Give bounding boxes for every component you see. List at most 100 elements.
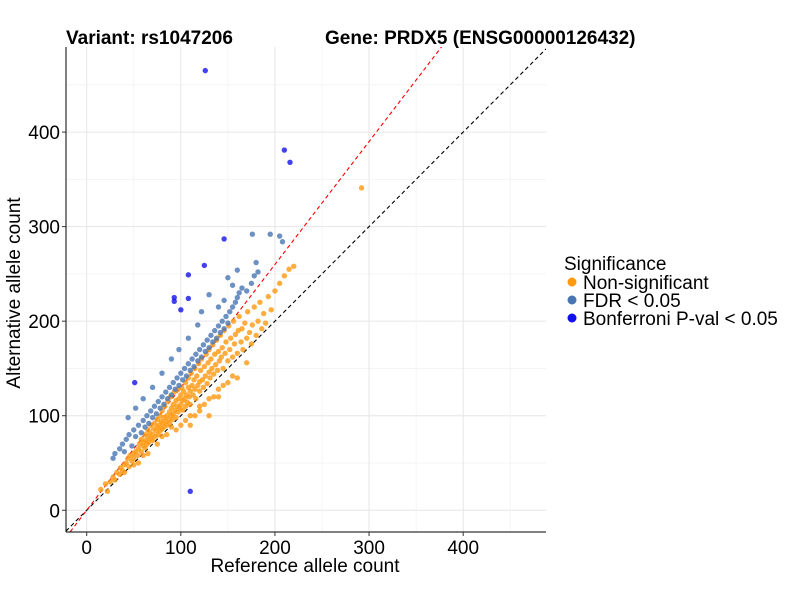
data-point-series-1 — [132, 405, 139, 411]
data-point-series-0 — [187, 401, 193, 408]
data-point-series-0 — [159, 433, 165, 440]
data-point-series-0 — [197, 367, 204, 374]
data-point-series-0 — [123, 460, 129, 466]
data-point-series-1 — [219, 318, 225, 324]
data-point-series-0 — [229, 354, 236, 360]
data-point-series-0 — [246, 329, 253, 336]
data-point-series-1 — [198, 354, 205, 360]
data-point-series-0 — [112, 477, 118, 483]
data-point-series-1 — [200, 342, 207, 348]
data-point-series-0 — [193, 395, 199, 402]
y-tick-label: 200 — [28, 312, 60, 333]
data-point-series-1 — [208, 332, 214, 339]
data-point-series-2 — [171, 294, 177, 301]
data-point-series-1 — [210, 339, 216, 345]
data-point-series-1 — [248, 280, 255, 287]
data-point-series-1 — [191, 363, 197, 370]
data-point-series-0 — [104, 488, 111, 495]
data-point-series-0 — [131, 455, 137, 461]
y-tick-label: 400 — [28, 123, 60, 144]
legend-title: Significance — [564, 254, 666, 275]
data-point-series-0 — [272, 288, 278, 294]
data-point-series-0 — [220, 365, 226, 372]
data-point-series-1 — [146, 420, 152, 426]
data-point-series-1 — [161, 401, 167, 408]
data-point-series-0 — [231, 341, 238, 347]
data-point-series-0 — [178, 392, 184, 398]
data-point-series-0 — [257, 299, 263, 305]
data-point-series-0 — [242, 320, 248, 326]
data-point-series-1 — [193, 351, 199, 357]
data-point-series-1 — [149, 384, 156, 391]
data-point-series-0 — [180, 388, 187, 394]
data-point-series-1 — [142, 424, 148, 430]
data-point-series-0 — [214, 367, 221, 374]
data-point-series-1 — [227, 309, 233, 315]
data-point-series-1 — [126, 431, 132, 438]
legend-label-fdr: FDR < 0.05 — [583, 291, 681, 312]
data-point-series-1 — [164, 395, 171, 402]
data-point-series-1 — [213, 335, 220, 341]
data-point-series-1 — [215, 304, 222, 310]
data-point-series-1 — [135, 422, 142, 428]
data-point-series-1 — [176, 382, 182, 389]
chart-title-gene: Gene: PRDX5 (ENSG00000126432) — [325, 28, 636, 49]
data-point-series-1 — [249, 231, 256, 237]
data-point-series-1 — [198, 309, 205, 315]
data-point-series-0 — [207, 375, 213, 381]
data-point-series-0 — [265, 293, 272, 300]
data-point-series-1 — [176, 346, 182, 353]
data-point-series-0 — [240, 346, 246, 353]
data-point-series-2 — [287, 159, 293, 166]
data-point-series-0 — [182, 417, 189, 424]
data-point-series-1 — [183, 373, 190, 379]
data-point-series-1 — [229, 282, 236, 288]
data-point-series-2 — [187, 488, 193, 495]
data-point-series-0 — [220, 382, 226, 389]
data-point-series-1 — [144, 413, 150, 419]
data-point-series-0 — [192, 386, 198, 392]
data-point-series-0 — [140, 452, 146, 459]
legend-swatch-non-significant — [567, 277, 577, 287]
data-point-series-1 — [159, 370, 165, 376]
data-point-series-1 — [131, 427, 137, 433]
data-point-series-0 — [189, 382, 195, 389]
data-point-series-0 — [239, 326, 245, 332]
chart-title-variant: Variant: rs1047206 — [66, 28, 233, 49]
data-point-series-0 — [281, 273, 288, 279]
data-point-series-0 — [201, 401, 208, 408]
data-point-series-1 — [123, 436, 129, 443]
data-point-series-0 — [268, 307, 274, 313]
data-point-series-1 — [232, 299, 239, 305]
data-point-series-0 — [209, 365, 215, 372]
data-point-series-0 — [149, 437, 156, 443]
data-point-series-1 — [187, 367, 193, 374]
data-point-series-1 — [140, 395, 146, 402]
data-point-series-1 — [116, 446, 123, 452]
data-point-series-0 — [168, 424, 175, 430]
data-point-series-0 — [236, 313, 242, 320]
data-point-series-0 — [190, 392, 196, 398]
data-point-series-0 — [212, 361, 219, 368]
data-point-series-2 — [202, 67, 208, 74]
data-point-series-1 — [251, 273, 257, 279]
y-tick-label: 300 — [28, 218, 60, 239]
data-point-series-1 — [170, 379, 176, 386]
legend: Significance Non-significant FDR < 0.05 … — [564, 254, 778, 330]
data-point-series-0 — [251, 304, 257, 310]
data-point-series-0 — [222, 350, 228, 357]
data-point-series-2 — [221, 236, 227, 242]
data-point-series-0 — [248, 341, 255, 347]
data-point-series-0 — [223, 339, 229, 345]
data-point-series-1 — [149, 414, 156, 421]
data-point-series-1 — [163, 389, 169, 395]
data-point-series-1 — [276, 233, 283, 239]
data-point-series-0 — [200, 384, 207, 391]
data-point-series-0 — [134, 452, 141, 459]
data-point-series-1 — [196, 346, 203, 353]
data-point-series-0 — [244, 335, 250, 341]
data-point-series-0 — [234, 350, 240, 357]
data-point-series-1 — [138, 430, 144, 436]
data-point-series-1 — [204, 337, 210, 343]
data-point-series-0 — [262, 320, 269, 326]
